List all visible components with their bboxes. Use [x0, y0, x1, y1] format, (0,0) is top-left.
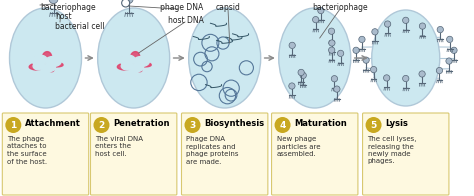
Text: host DNA: host DNA	[168, 16, 204, 25]
Polygon shape	[121, 62, 133, 70]
Circle shape	[419, 71, 425, 77]
Circle shape	[334, 86, 340, 92]
Circle shape	[371, 66, 377, 73]
Circle shape	[365, 117, 382, 133]
Polygon shape	[29, 52, 63, 72]
Circle shape	[328, 28, 335, 34]
Circle shape	[298, 69, 304, 76]
Polygon shape	[41, 64, 55, 72]
Circle shape	[289, 42, 295, 49]
Text: host
bacterial cell: host bacterial cell	[55, 12, 105, 31]
Circle shape	[318, 7, 324, 14]
Circle shape	[328, 47, 335, 53]
Polygon shape	[118, 52, 151, 72]
Ellipse shape	[98, 8, 170, 108]
Text: The phage
attaches to
the surface
of the host.: The phage attaches to the surface of the…	[7, 136, 47, 164]
Text: bacteriophage: bacteriophage	[312, 3, 368, 12]
Text: phage DNA: phage DNA	[160, 3, 203, 12]
Circle shape	[300, 72, 306, 79]
Circle shape	[353, 47, 359, 54]
Ellipse shape	[9, 8, 82, 108]
Text: The viral DNA
enters the
host cell.: The viral DNA enters the host cell.	[95, 136, 144, 157]
Circle shape	[124, 0, 133, 4]
Text: Biosynthesis: Biosynthesis	[204, 119, 264, 128]
Polygon shape	[133, 56, 149, 66]
Circle shape	[384, 21, 391, 27]
Ellipse shape	[372, 10, 440, 106]
Circle shape	[363, 57, 369, 63]
Text: capsid: capsid	[216, 3, 240, 12]
Circle shape	[49, 0, 58, 4]
Text: Penetration: Penetration	[113, 119, 170, 128]
Circle shape	[274, 117, 291, 133]
Circle shape	[383, 75, 390, 81]
Circle shape	[451, 47, 457, 54]
Circle shape	[402, 17, 409, 24]
FancyBboxPatch shape	[2, 113, 89, 195]
FancyBboxPatch shape	[182, 113, 268, 195]
Circle shape	[5, 117, 21, 133]
Text: Attachment: Attachment	[25, 119, 81, 128]
Text: 2: 2	[99, 121, 105, 130]
Circle shape	[184, 117, 201, 133]
Circle shape	[419, 23, 426, 29]
Ellipse shape	[189, 8, 261, 108]
Circle shape	[329, 40, 335, 46]
Text: New phage
particles are
assembled.: New phage particles are assembled.	[276, 136, 320, 157]
Polygon shape	[45, 56, 61, 66]
Text: 3: 3	[190, 121, 196, 130]
Circle shape	[359, 36, 365, 43]
Circle shape	[93, 117, 109, 133]
Polygon shape	[119, 55, 136, 65]
Circle shape	[289, 83, 295, 89]
Circle shape	[436, 67, 443, 74]
FancyBboxPatch shape	[363, 113, 449, 195]
Text: bacteriophage: bacteriophage	[40, 3, 96, 12]
FancyBboxPatch shape	[272, 113, 358, 195]
Circle shape	[402, 75, 409, 82]
Text: Maturation: Maturation	[294, 119, 347, 128]
Text: 4: 4	[279, 121, 286, 130]
Circle shape	[437, 26, 443, 33]
Circle shape	[372, 29, 378, 35]
Circle shape	[122, 0, 130, 7]
Polygon shape	[129, 64, 144, 72]
Text: Lysis: Lysis	[385, 119, 409, 128]
Circle shape	[447, 36, 453, 43]
Circle shape	[337, 50, 344, 56]
Ellipse shape	[279, 8, 351, 108]
Circle shape	[446, 58, 452, 64]
Text: The cell lyses,
releasing the
newly made
phages.: The cell lyses, releasing the newly made…	[367, 136, 417, 164]
Circle shape	[331, 76, 337, 82]
FancyBboxPatch shape	[91, 113, 177, 195]
Circle shape	[312, 16, 319, 23]
Text: 5: 5	[371, 121, 377, 130]
Polygon shape	[33, 62, 45, 70]
Polygon shape	[31, 55, 47, 65]
Text: Phage DNA
replicates and
phage proteins
are made.: Phage DNA replicates and phage proteins …	[186, 136, 239, 164]
Text: 1: 1	[10, 121, 17, 130]
